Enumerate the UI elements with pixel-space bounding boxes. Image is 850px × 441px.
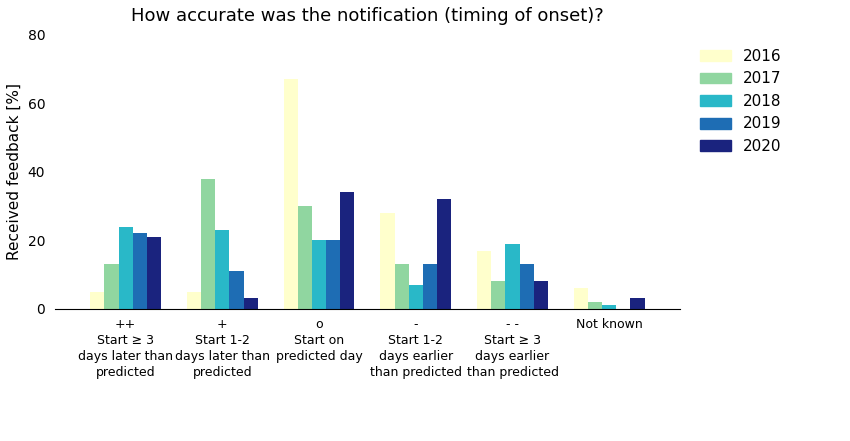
Bar — [574, 288, 588, 309]
Bar — [602, 305, 616, 309]
Bar — [105, 264, 118, 309]
Bar — [118, 227, 133, 309]
Bar — [244, 299, 258, 309]
Bar — [506, 244, 519, 309]
Legend: 2016, 2017, 2018, 2019, 2020: 2016, 2017, 2018, 2019, 2020 — [694, 42, 787, 160]
Bar — [326, 240, 340, 309]
Bar — [491, 281, 506, 309]
Y-axis label: Received feedback [%]: Received feedback [%] — [7, 83, 22, 260]
Bar — [90, 292, 105, 309]
Bar — [230, 271, 244, 309]
Bar — [422, 264, 437, 309]
Bar — [394, 264, 409, 309]
Bar — [588, 302, 602, 309]
Bar — [631, 299, 644, 309]
Bar — [284, 79, 298, 309]
Title: How accurate was the notification (timing of onset)?: How accurate was the notification (timin… — [131, 7, 604, 25]
Bar — [187, 292, 201, 309]
Bar — [147, 237, 161, 309]
Bar — [215, 230, 230, 309]
Bar — [381, 213, 394, 309]
Bar — [340, 192, 354, 309]
Bar — [477, 250, 491, 309]
Bar — [312, 240, 326, 309]
Bar — [409, 285, 422, 309]
Bar — [519, 264, 534, 309]
Bar — [437, 199, 451, 309]
Bar — [534, 281, 548, 309]
Bar — [298, 206, 312, 309]
Bar — [201, 179, 215, 309]
Bar — [133, 233, 147, 309]
